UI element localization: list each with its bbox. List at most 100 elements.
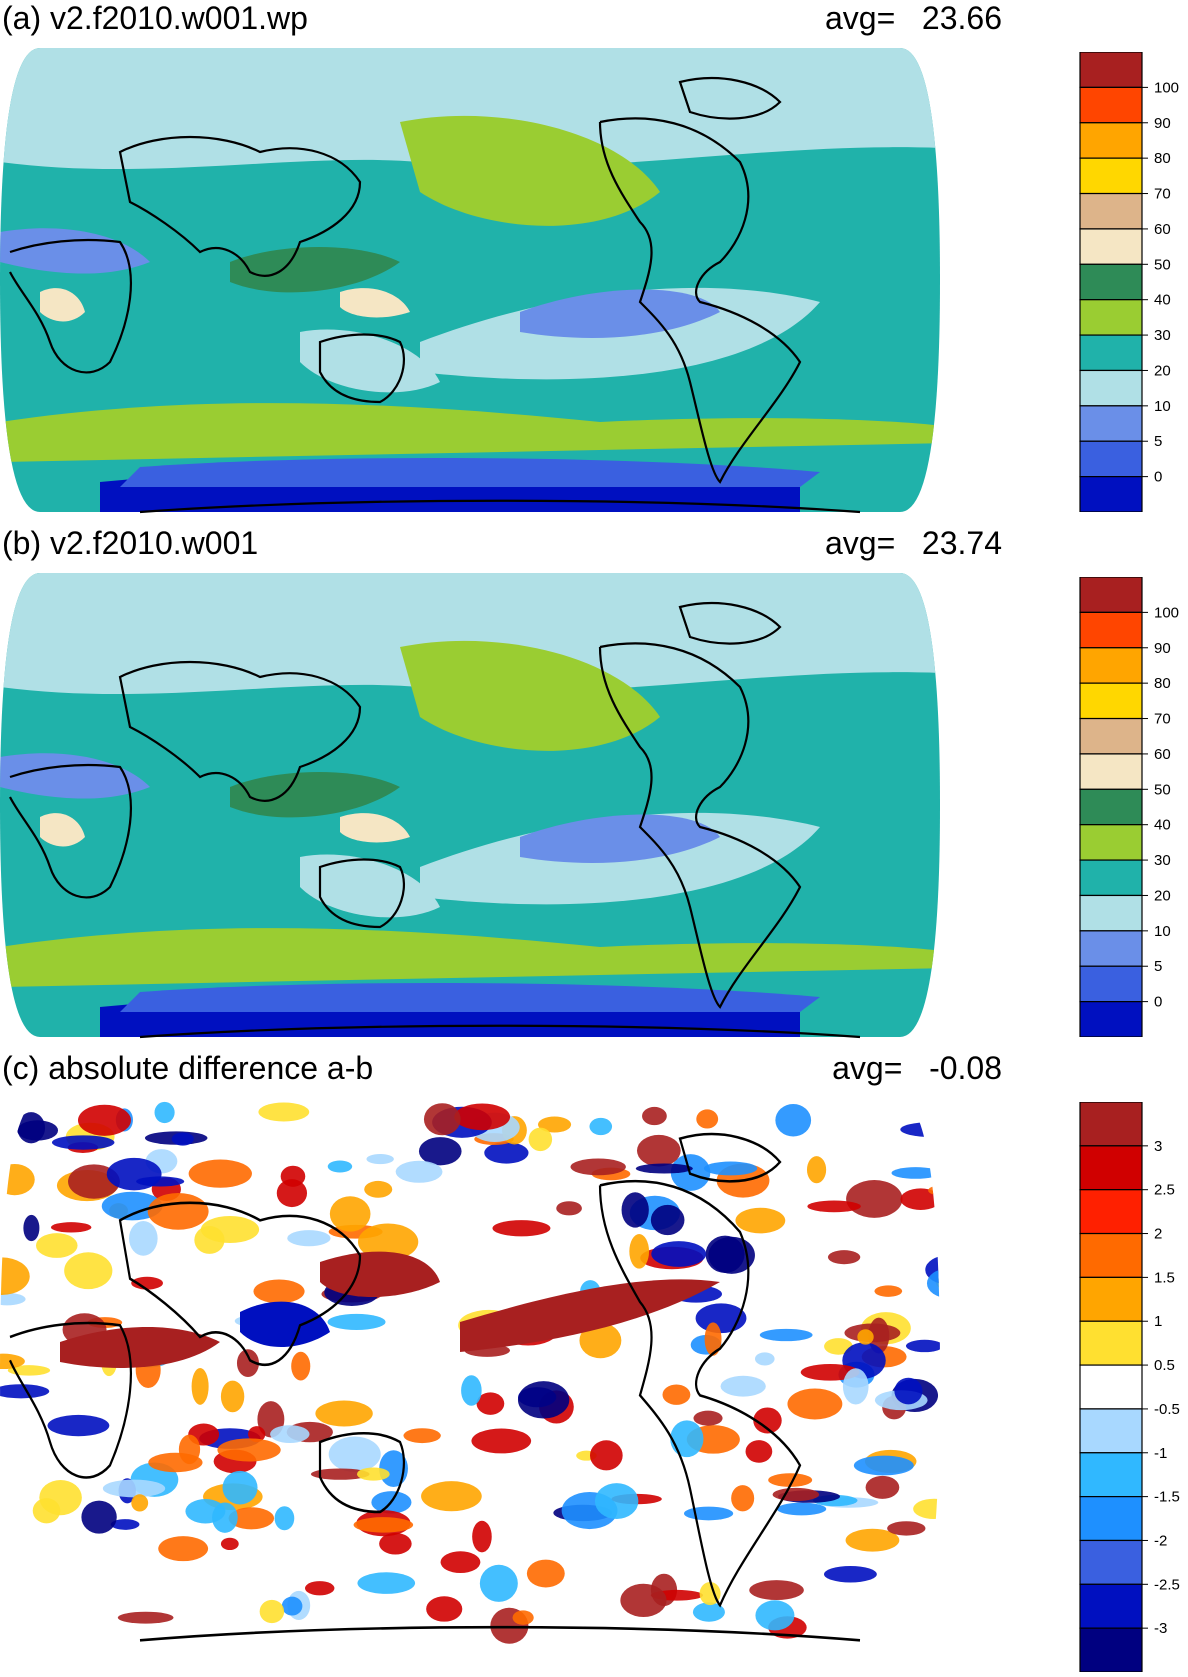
field-blob bbox=[528, 1127, 553, 1152]
field-blob bbox=[110, 1519, 140, 1530]
field-blob bbox=[806, 1156, 827, 1184]
coastline bbox=[139, 499, 861, 514]
field-blob bbox=[287, 1230, 331, 1247]
avg-value: 23.74 bbox=[921, 525, 1002, 561]
colorbar-tick-label: -3 bbox=[1154, 1620, 1167, 1637]
field-blob bbox=[651, 1241, 707, 1267]
field-blob bbox=[47, 1414, 110, 1437]
field-region bbox=[0, 753, 150, 799]
avg-label: avg= bbox=[832, 1050, 903, 1086]
field-blob bbox=[933, 1151, 940, 1166]
field-blob bbox=[328, 1436, 381, 1472]
field-blob bbox=[421, 1481, 482, 1512]
coastline bbox=[678, 76, 782, 120]
field-blob bbox=[395, 1160, 443, 1183]
colorbar-swatch bbox=[1079, 369, 1143, 407]
field-blob bbox=[236, 1349, 259, 1378]
colorbar-tick-label: 90 bbox=[1154, 115, 1171, 132]
field-blob bbox=[484, 1142, 529, 1164]
colorbar-tick-label: -2 bbox=[1154, 1532, 1167, 1549]
field-region bbox=[0, 48, 940, 169]
colorbar-swatch bbox=[1079, 1496, 1143, 1542]
colorbar-tick-label: 3 bbox=[1154, 1138, 1162, 1155]
field-blob bbox=[683, 1506, 734, 1521]
field-blob bbox=[158, 1536, 209, 1562]
field-layer bbox=[0, 573, 940, 1037]
field-blob bbox=[776, 1502, 827, 1516]
colorbar-tick-label: 30 bbox=[1154, 852, 1171, 869]
field-blob bbox=[512, 1610, 534, 1625]
field-blob bbox=[304, 1581, 335, 1596]
field-blob bbox=[935, 1269, 940, 1293]
field-blob bbox=[327, 1160, 353, 1173]
field-blob bbox=[0, 1353, 25, 1370]
field-blob bbox=[759, 1328, 813, 1342]
colorbar-swatch bbox=[1079, 788, 1143, 826]
field-blob bbox=[642, 1106, 667, 1126]
colorbar-tick-label: 2.5 bbox=[1154, 1182, 1175, 1199]
field-blob bbox=[579, 1322, 622, 1359]
colorbar-swatch bbox=[1079, 1276, 1143, 1322]
field-blob bbox=[472, 1520, 492, 1553]
colorbar-tick-label: 60 bbox=[1154, 221, 1171, 238]
coastline bbox=[318, 1431, 405, 1514]
colorbar-swatch bbox=[1079, 717, 1143, 755]
field-blob bbox=[900, 1122, 940, 1138]
field-blob bbox=[259, 1599, 285, 1624]
colorbar-swatch bbox=[1079, 1408, 1143, 1454]
colorbar-tick-label: 50 bbox=[1154, 256, 1171, 273]
field-blob bbox=[479, 1564, 518, 1602]
colorbar-tick-label: 100 bbox=[1154, 79, 1179, 96]
field-region bbox=[340, 288, 410, 318]
field-blob bbox=[32, 1498, 61, 1524]
field-blob bbox=[276, 1179, 308, 1208]
avg-value: -0.08 bbox=[929, 1050, 1002, 1086]
field-region bbox=[120, 982, 820, 1012]
colorbar-swatch bbox=[1079, 192, 1143, 230]
field-blob bbox=[865, 1475, 900, 1499]
field-blob bbox=[705, 1235, 745, 1273]
coastline bbox=[598, 642, 802, 1009]
field-blob bbox=[517, 1381, 570, 1419]
field-region bbox=[230, 772, 400, 818]
field-blob bbox=[745, 1440, 773, 1463]
field-blob bbox=[735, 1207, 786, 1234]
field-blob bbox=[913, 1498, 940, 1519]
field-blob bbox=[0, 1292, 26, 1306]
field-blob bbox=[423, 1103, 461, 1136]
field-blob bbox=[749, 1580, 804, 1601]
panel-average: avg= 23.66 bbox=[825, 0, 1002, 36]
field-blob bbox=[537, 1116, 572, 1133]
field-blob bbox=[217, 1438, 281, 1462]
field-blob bbox=[905, 1339, 940, 1353]
colorbar-tick-label: 1.5 bbox=[1154, 1269, 1175, 1286]
field-blob bbox=[248, 1426, 266, 1443]
field-blob bbox=[102, 1479, 166, 1498]
field-blob bbox=[471, 1428, 532, 1454]
field-blob bbox=[755, 1600, 795, 1631]
field-region bbox=[240, 1301, 330, 1347]
field-blob bbox=[327, 1313, 386, 1330]
colorbar-swatch bbox=[1079, 611, 1143, 649]
field-blob bbox=[754, 1352, 775, 1366]
field-blob bbox=[129, 1221, 158, 1256]
coastline bbox=[318, 333, 405, 404]
field-blob bbox=[670, 1420, 704, 1458]
field-blob bbox=[258, 1102, 310, 1122]
field-blob bbox=[366, 1153, 394, 1165]
colorbar-swatch bbox=[1079, 228, 1143, 265]
world-map bbox=[0, 1100, 940, 1644]
field-blob bbox=[35, 1233, 78, 1258]
field-blob bbox=[310, 1468, 370, 1480]
colorbar-tick-label: 0.5 bbox=[1154, 1357, 1175, 1374]
field-region bbox=[120, 457, 820, 487]
field-blob bbox=[594, 1483, 639, 1520]
field-blob bbox=[720, 1375, 766, 1397]
field-blob bbox=[171, 1132, 194, 1146]
field-blob bbox=[178, 1434, 201, 1465]
field-blob bbox=[222, 1470, 258, 1505]
field-blob bbox=[315, 1400, 373, 1427]
field-blob bbox=[662, 1384, 691, 1405]
field-blob bbox=[353, 1517, 414, 1533]
field-blob bbox=[492, 1220, 551, 1237]
